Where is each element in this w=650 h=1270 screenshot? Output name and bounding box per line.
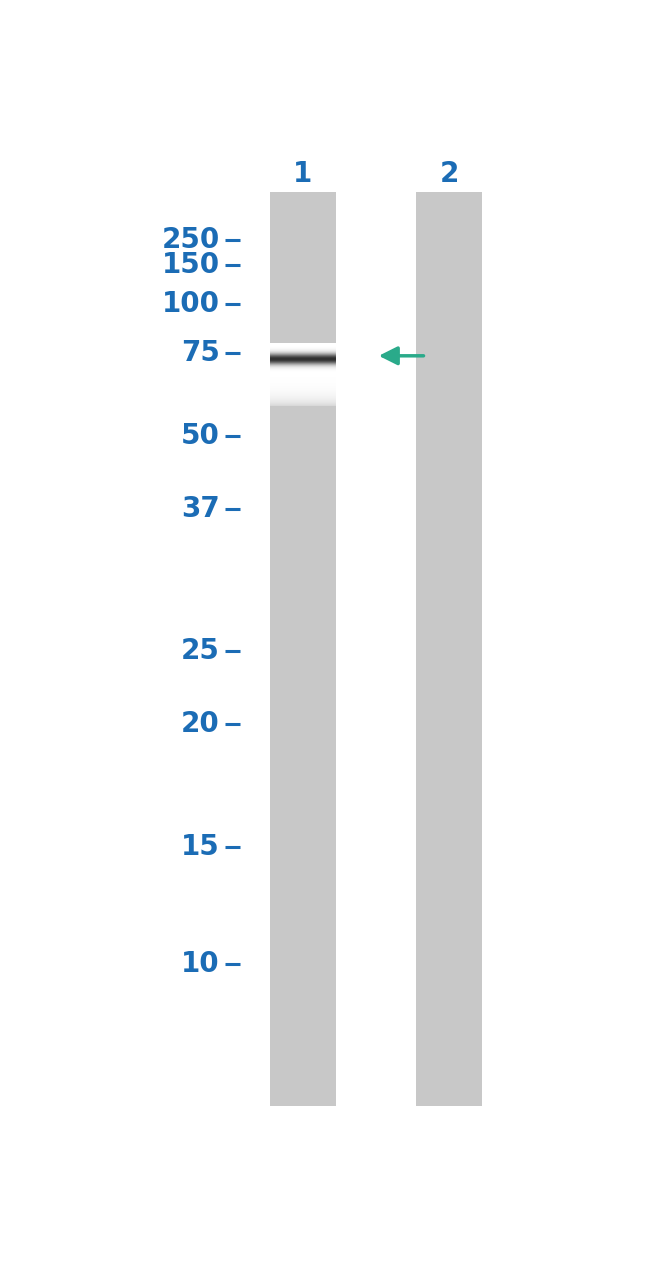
Text: 1: 1 [293,160,313,188]
Text: 15: 15 [181,833,220,861]
Text: 150: 150 [162,251,220,279]
Text: 20: 20 [181,710,220,738]
Text: 25: 25 [181,638,220,665]
Text: 50: 50 [181,422,220,450]
Text: 37: 37 [181,495,220,523]
Text: 250: 250 [162,226,220,254]
Text: 2: 2 [439,160,459,188]
Bar [270,192,335,1106]
Bar [416,192,482,1106]
Text: 100: 100 [162,290,220,318]
Text: 10: 10 [181,950,220,978]
Text: 75: 75 [181,339,220,367]
